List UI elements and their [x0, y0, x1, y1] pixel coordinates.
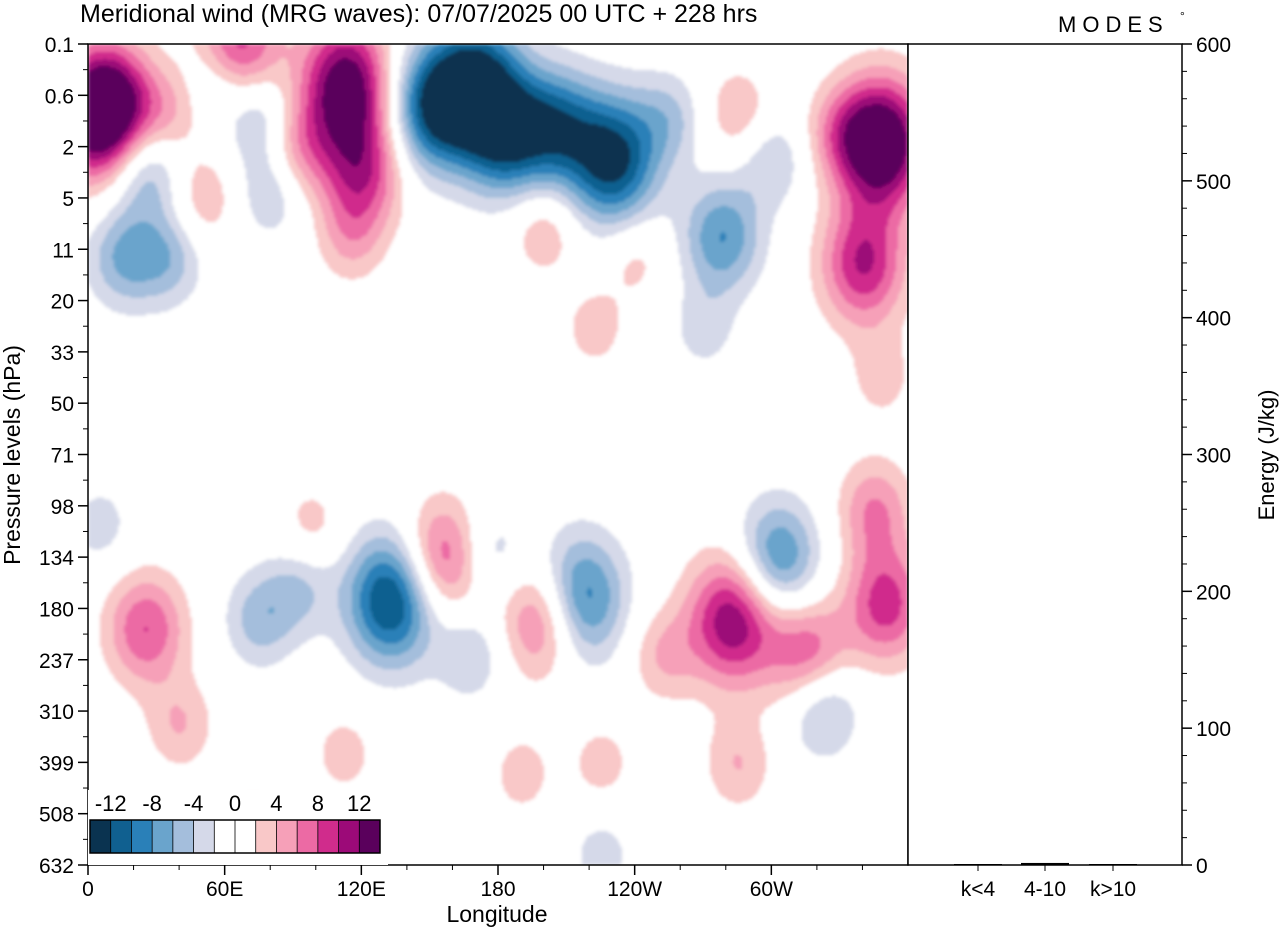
y-axis-label: Pressure levels (hPa) — [0, 345, 25, 565]
y-tick-label: 20 — [51, 291, 74, 314]
colorbar-label: 8 — [312, 791, 324, 816]
colorbar-swatch — [338, 820, 360, 853]
x-axis: 0 60E 120E 180 120W 60W — [82, 865, 863, 901]
y-tick-label: 632 — [39, 855, 74, 878]
colorbar-swatch — [131, 820, 153, 853]
colorbar-swatch — [255, 820, 277, 853]
y-tick-label: 5 — [62, 188, 74, 211]
colorbar-swatch — [297, 820, 319, 853]
y-tick-label: 11 — [52, 239, 74, 262]
x-tick-label: 120W — [607, 878, 662, 901]
colorbar: -12 -8 -4 0 4 8 12 — [89, 791, 381, 854]
colorbar-swatch — [110, 820, 132, 853]
y-tick-label: 180 — [39, 598, 74, 621]
colorbar-label: -8 — [142, 791, 162, 816]
energy-category-label: k>10 — [1090, 878, 1136, 901]
colorbar-swatch — [317, 820, 340, 853]
y-tick-label: 98 — [51, 496, 74, 519]
colorbar-label: -4 — [184, 791, 204, 816]
energy-tick-label: 600 — [1196, 34, 1231, 57]
colorbar-label: 12 — [347, 791, 371, 816]
x-tick-label: 60W — [750, 878, 793, 901]
colorbar-label: -12 — [95, 791, 127, 816]
y-axis: 0.1 0.6 2 5 11 20 33 50 71 98 134 180 237 310 399 508 63… — [39, 34, 88, 878]
chart-title: Meridional wind (MRG waves): 07/07/2025 … — [80, 0, 757, 28]
energy-bar — [1089, 864, 1137, 865]
energy-category-label: 4-10 — [1024, 878, 1066, 901]
y-tick-label: 237 — [39, 650, 74, 673]
y-tick-label: 134 — [39, 547, 74, 570]
colorbar-swatch — [276, 820, 298, 853]
colorbar-swatch — [214, 820, 236, 853]
energy-bar — [1021, 862, 1069, 865]
energy-axis-label: Energy (J/kg) — [1254, 390, 1279, 521]
colorbar-label: 0 — [229, 791, 241, 816]
energy-axis: 0 100 200 300 400 500 600 — [1182, 34, 1231, 878]
logo-mark: ° — [1180, 9, 1185, 23]
y-tick-label: 50 — [51, 393, 74, 416]
y-tick-label: 2 — [62, 137, 74, 160]
colorbar-swatch — [152, 820, 174, 853]
y-tick-label: 310 — [39, 701, 74, 724]
energy-bar — [954, 864, 1002, 865]
energy-plot-frame — [907, 43, 1183, 866]
energy-tick-label: 400 — [1196, 308, 1231, 331]
energy-category-label: k<4 — [961, 878, 996, 901]
modes-logo: MODES — [1058, 12, 1169, 37]
energy-tick-label: 300 — [1196, 445, 1231, 468]
colorbar-swatch — [90, 820, 112, 853]
x-axis-label: Longitude — [446, 901, 547, 927]
energy-tick-label: 100 — [1196, 718, 1231, 741]
energy-tick-label: 500 — [1196, 171, 1231, 194]
energy-bars: k<4 4-10 k>10 — [954, 862, 1137, 901]
y-tick-label: 33 — [51, 342, 74, 365]
colorbar-swatch — [172, 820, 195, 853]
colorbar-swatch — [193, 820, 215, 853]
energy-tick-label: 200 — [1196, 581, 1231, 604]
x-tick-label: 120E — [337, 878, 386, 901]
y-tick-label: 71 — [51, 445, 74, 468]
y-tick-label: 508 — [39, 804, 74, 827]
wind-field-image — [88, 44, 908, 865]
colorbar-swatch — [235, 820, 257, 853]
colorbar-label: 4 — [270, 791, 282, 816]
y-tick-label: 0.1 — [45, 34, 74, 57]
x-tick-label: 180 — [480, 878, 515, 901]
y-tick-label: 0.6 — [45, 85, 74, 108]
x-tick-label: 0 — [82, 878, 94, 901]
x-tick-label: 60E — [206, 878, 243, 901]
colorbar-swatch — [359, 820, 381, 853]
energy-tick-label: 0 — [1196, 855, 1208, 878]
y-tick-label: 399 — [39, 752, 74, 775]
